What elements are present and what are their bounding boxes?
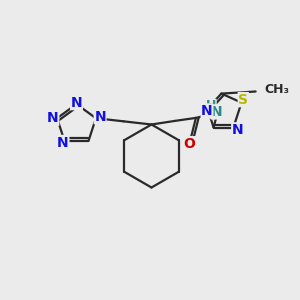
Text: N: N	[71, 96, 82, 110]
Text: N: N	[232, 123, 243, 137]
Text: N: N	[94, 110, 106, 124]
Text: N: N	[211, 105, 223, 119]
Text: N: N	[201, 104, 213, 118]
Text: S: S	[238, 93, 248, 106]
Text: O: O	[183, 137, 195, 151]
Text: CH₃: CH₃	[265, 83, 290, 96]
Text: N: N	[57, 136, 69, 149]
Text: N: N	[47, 111, 59, 125]
Text: H: H	[206, 99, 216, 112]
